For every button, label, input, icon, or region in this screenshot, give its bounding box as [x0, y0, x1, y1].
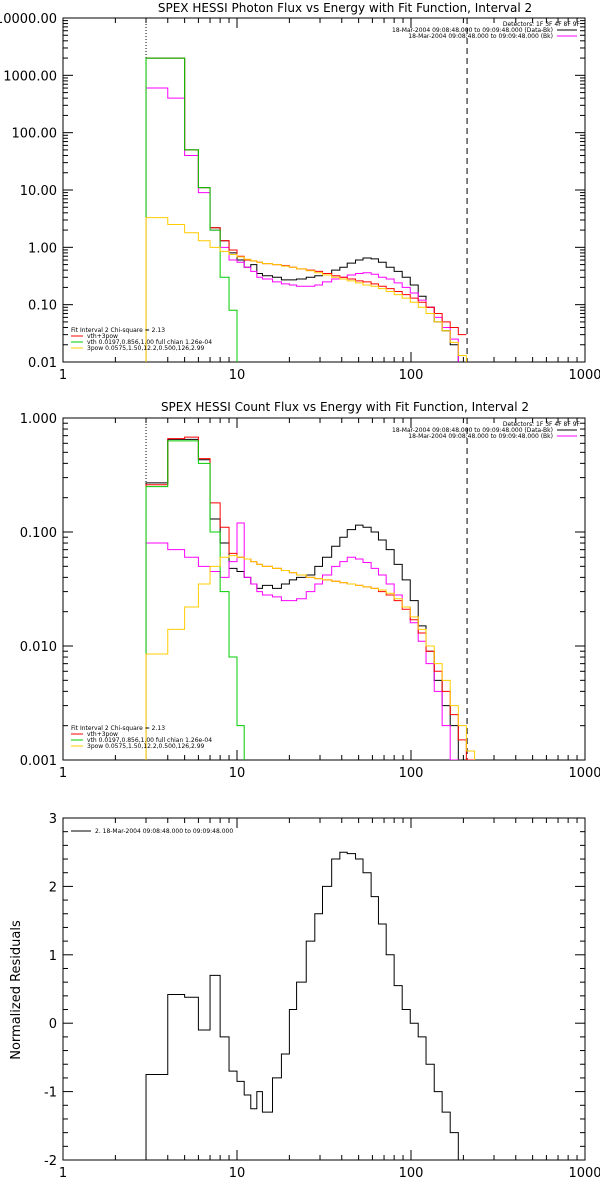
series-3pow [145, 217, 467, 362]
residuals-ylabel: Normalized Residuals [9, 920, 24, 1060]
y-tick-label: 0.100 [20, 526, 57, 541]
y-tick-label: 10000.00 [0, 12, 57, 27]
x-tick-label: 100 [399, 368, 424, 383]
photon-chart-title: SPEX HESSI Photon Flux vs Energy with Fi… [158, 1, 532, 15]
y-tick-label: 1.00 [28, 241, 57, 256]
x-tick-label: 1 [59, 766, 67, 781]
y-tick-label: 0 [49, 1017, 57, 1032]
plot-area-1 [145, 418, 476, 760]
x-tick-label: 1000 [568, 766, 600, 781]
y-tick-label: 3 [49, 812, 57, 827]
series-vth-3pow [145, 57, 467, 362]
plot-frame-0 [62, 17, 586, 363]
x-tick-label: 10 [229, 1166, 246, 1181]
fit-legend-entry: vth 0.0197,0.856,1.00 full chian 1.26e-0… [87, 737, 212, 744]
x-tick-label: 10 [229, 368, 246, 383]
y-tick-label: 0.01 [28, 356, 57, 371]
x-tick-label: 1 [59, 1166, 67, 1181]
legend-header: Detectors: 1F 3F 4F 8F 9F [503, 21, 581, 28]
plot-2: 1 10 100 1000 -2 -1 0 1 2 3 2. 18-Mar-2004 09:08:4… [44, 812, 600, 1181]
x-tick-label: 100 [399, 766, 424, 781]
legend-entry: 2. 18-Mar-2004 09:08:48.000 to 09:09:48.… [95, 828, 233, 835]
x-tick-label: 100 [399, 1166, 424, 1181]
series-data-bk [145, 57, 459, 362]
series-2-18-mar-2004-09-08-48-000-to-09-09-48-000 [145, 851, 459, 1160]
x-tick-label: 1000 [568, 1166, 600, 1181]
y-tick-label: 0.010 [20, 640, 57, 655]
y-tick-label: 0.10 [28, 299, 57, 314]
fit-legend-entry: vth 0.0197,0.856,1.00 full chian 1.26e-0… [87, 339, 212, 346]
plot-area-0 [145, 18, 468, 362]
x-tick-label: 10 [229, 766, 246, 781]
fit-legend-entry: 3pow 0.0575,1.50,12.2,0.500,126,2.99 [87, 743, 205, 750]
count-chart-title: SPEX HESSI Count Flux vs Energy with Fit… [161, 400, 529, 414]
legend-entry: 18-Mar-2004 09:08:48.000 to 09:09:48.000… [408, 33, 553, 40]
legend-entry: 18-Mar-2004 09:08:48.000 to 09:09:48.000… [392, 427, 553, 434]
y-tick-label: -2 [44, 1154, 57, 1169]
legend-header: Detectors: 1F 3F 4F 8F 9F [503, 421, 581, 428]
y-tick-label: 1000.00 [3, 69, 57, 84]
x-tick-label: 1000 [568, 368, 600, 383]
y-tick-label: 1.000 [20, 412, 57, 427]
y-tick-label: 0.001 [20, 754, 57, 769]
fit-legend-header: Fit Interval 2 Chi-square = 2.13 [71, 725, 165, 732]
x-tick-label: 1 [59, 368, 67, 383]
series-data-bk [145, 438, 459, 760]
panel-photon-flux: SPEX HESSI Photon Flux vs Energy with Fi… [158, 1, 532, 15]
fit-legend-entry: vth+3pow [87, 731, 118, 738]
y-tick-label: 10.00 [20, 184, 57, 199]
fit-legend-entry: 3pow 0.0575,1.50,12.2,0.500,126,2.99 [87, 345, 205, 352]
legend-entry: 18-Mar-2004 09:08:48.000 to 09:09:48.000… [408, 433, 553, 440]
plot-frame-2 [62, 817, 586, 1161]
y-tick-label: 1 [49, 949, 57, 964]
plot-area-2 [145, 851, 459, 1160]
plot-0: 1 10 100 1000 0.01 0.10 1.00 10.00 100.00 1000.00… [0, 12, 600, 383]
fit-legend-header: Fit Interval 2 Chi-square = 2.13 [71, 327, 165, 334]
y-tick-label: 2 [49, 880, 57, 895]
series-vth [145, 440, 245, 760]
fit-legend-entry: vth+3pow [87, 333, 118, 340]
series-3pow [145, 555, 476, 760]
y-tick-label: 100.00 [12, 127, 58, 142]
series-bk [145, 522, 459, 760]
legend-entry: 18-Mar-2004 09:08:48.000 to 09:09:48.000… [392, 27, 553, 34]
series-vth-3pow [145, 436, 475, 760]
series-bk [145, 87, 459, 362]
series-vth [145, 57, 238, 362]
plot-1: 1 10 100 1000 0.001 0.010 0.100 1.000 Detectors:… [20, 412, 600, 781]
y-tick-label: -1 [44, 1086, 57, 1101]
plot-frame-1 [62, 417, 586, 761]
panel-count-flux: SPEX HESSI Count Flux vs Energy with Fit… [161, 400, 529, 414]
panel-residuals: Normalized Residuals [9, 920, 24, 1060]
